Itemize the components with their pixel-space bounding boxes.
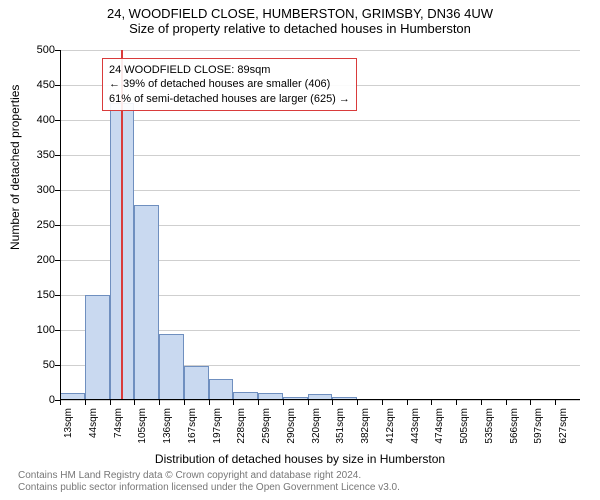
y-tick-label: 500 <box>25 44 55 56</box>
histogram-bar <box>60 393 85 400</box>
chart-title-block: 24, WOODFIELD CLOSE, HUMBERSTON, GRIMSBY… <box>0 0 600 36</box>
x-tick-mark <box>110 400 111 405</box>
y-tick-label: 450 <box>25 79 55 91</box>
y-tick-mark <box>55 260 60 261</box>
x-tick-mark <box>431 400 432 405</box>
y-tick-label: 350 <box>25 149 55 161</box>
y-tick-label: 0 <box>25 394 55 406</box>
x-tick-mark <box>506 400 507 405</box>
x-tick-mark <box>530 400 531 405</box>
x-tick-mark <box>407 400 408 405</box>
x-tick-label: 290sqm <box>286 408 297 444</box>
x-tick-mark <box>481 400 482 405</box>
histogram-bar <box>283 397 308 401</box>
x-tick-mark <box>184 400 185 405</box>
x-tick-mark <box>85 400 86 405</box>
x-tick-mark <box>357 400 358 405</box>
y-tick-label: 200 <box>25 254 55 266</box>
y-tick-mark <box>55 330 60 331</box>
x-tick-mark <box>332 400 333 405</box>
y-tick-mark <box>55 120 60 121</box>
y-axis-title: Number of detached properties <box>8 85 22 250</box>
gridline <box>60 190 580 191</box>
x-tick-label: 136sqm <box>162 408 173 444</box>
x-tick-mark <box>555 400 556 405</box>
x-tick-label: 443sqm <box>410 408 421 444</box>
chart-plot-area: 05010015020025030035040045050013sqm44sqm… <box>60 50 580 400</box>
y-tick-mark <box>55 190 60 191</box>
y-tick-label: 100 <box>25 324 55 336</box>
x-tick-label: 13sqm <box>63 408 74 438</box>
annotation-line: 24 WOODFIELD CLOSE: 89sqm <box>109 63 350 77</box>
x-tick-label: 597sqm <box>533 408 544 444</box>
chart-subtitle: Size of property relative to detached ho… <box>0 21 600 36</box>
annotation-box: 24 WOODFIELD CLOSE: 89sqm← 39% of detach… <box>102 58 357 111</box>
x-tick-mark <box>456 400 457 405</box>
x-tick-label: 228sqm <box>236 408 247 444</box>
x-tick-mark <box>308 400 309 405</box>
x-tick-label: 105sqm <box>137 408 148 444</box>
x-tick-mark <box>134 400 135 405</box>
x-tick-label: 382sqm <box>360 408 371 444</box>
x-tick-label: 474sqm <box>434 408 445 444</box>
gridline <box>60 400 580 401</box>
x-tick-label: 351sqm <box>335 408 346 444</box>
annotation-line: ← 39% of detached houses are smaller (40… <box>109 77 350 91</box>
x-tick-label: 412sqm <box>385 408 396 444</box>
y-tick-label: 300 <box>25 184 55 196</box>
y-tick-label: 150 <box>25 289 55 301</box>
gridline <box>60 120 580 121</box>
y-tick-mark <box>55 295 60 296</box>
x-tick-label: 535sqm <box>484 408 495 444</box>
x-tick-label: 505sqm <box>459 408 470 444</box>
y-tick-mark <box>55 365 60 366</box>
histogram-bar <box>184 366 209 400</box>
histogram-bar <box>233 392 258 400</box>
footer-attribution: Contains HM Land Registry data © Crown c… <box>18 470 400 494</box>
x-tick-mark <box>60 400 61 405</box>
x-tick-label: 44sqm <box>88 408 99 438</box>
x-tick-label: 320sqm <box>311 408 322 444</box>
annotation-line: 61% of semi-detached houses are larger (… <box>109 92 350 106</box>
x-tick-mark <box>382 400 383 405</box>
y-tick-mark <box>55 225 60 226</box>
x-tick-label: 566sqm <box>509 408 520 444</box>
y-tick-mark <box>55 155 60 156</box>
footer-line: Contains public sector information licen… <box>18 482 400 494</box>
y-tick-mark <box>55 50 60 51</box>
x-tick-label: 627sqm <box>558 408 569 444</box>
gridline <box>60 155 580 156</box>
histogram-bar <box>308 394 333 400</box>
histogram-bar <box>134 205 159 400</box>
y-tick-mark <box>55 85 60 86</box>
histogram-bar <box>85 295 110 400</box>
footer-line: Contains HM Land Registry data © Crown c… <box>18 470 400 482</box>
y-tick-label: 400 <box>25 114 55 126</box>
histogram-bar <box>159 334 184 401</box>
x-tick-mark <box>258 400 259 405</box>
histogram-bar <box>258 393 283 400</box>
x-axis-title: Distribution of detached houses by size … <box>0 452 600 466</box>
gridline <box>60 50 580 51</box>
x-tick-mark <box>209 400 210 405</box>
x-tick-label: 167sqm <box>187 408 198 444</box>
x-tick-label: 74sqm <box>113 408 124 438</box>
x-tick-mark <box>233 400 234 405</box>
x-tick-label: 259sqm <box>261 408 272 444</box>
chart-title: 24, WOODFIELD CLOSE, HUMBERSTON, GRIMSBY… <box>0 6 600 21</box>
histogram-bar <box>209 379 234 400</box>
histogram-bar <box>332 397 357 401</box>
x-tick-label: 197sqm <box>212 408 223 444</box>
x-tick-mark <box>159 400 160 405</box>
x-tick-mark <box>283 400 284 405</box>
y-tick-label: 250 <box>25 219 55 231</box>
y-tick-label: 50 <box>25 359 55 371</box>
